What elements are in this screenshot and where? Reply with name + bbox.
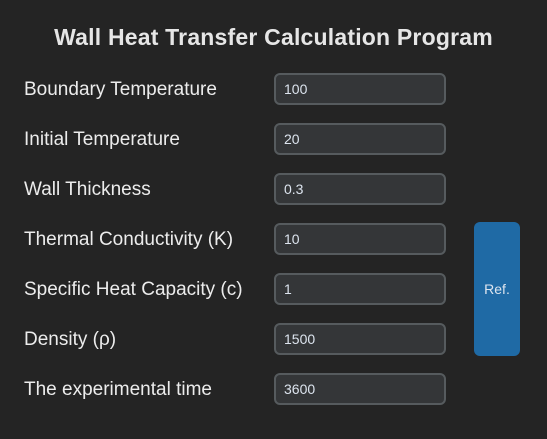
density-label: Density (ρ): [24, 329, 117, 350]
specific-heat-capacity-label: Specific Heat Capacity (c): [24, 279, 243, 300]
thermal-conductivity-input[interactable]: [274, 223, 446, 255]
wall-thickness-input[interactable]: [274, 173, 446, 205]
ref-button[interactable]: Ref.: [474, 222, 520, 356]
specific-heat-capacity-input[interactable]: [274, 273, 446, 305]
thermal-conductivity-label: Thermal Conductivity (K): [24, 229, 234, 250]
wall-thickness-label: Wall Thickness: [24, 179, 151, 200]
boundary-temperature-row: Boundary Temperature: [0, 73, 470, 107]
boundary-temperature-label: Boundary Temperature: [24, 79, 217, 100]
initial-temperature-label: Initial Temperature: [24, 129, 180, 150]
density-row: Density (ρ): [0, 323, 470, 357]
app-title: Wall Heat Transfer Calculation Program: [54, 24, 493, 50]
experimental-time-row: The experimental time: [0, 373, 470, 407]
boundary-temperature-input[interactable]: [274, 73, 446, 105]
density-input[interactable]: [274, 323, 446, 355]
thermal-conductivity-row: Thermal Conductivity (K): [0, 223, 470, 257]
initial-temperature-input[interactable]: [274, 123, 446, 155]
specific-heat-capacity-row: Specific Heat Capacity (c): [0, 273, 470, 307]
wall-thickness-row: Wall Thickness: [0, 173, 470, 207]
experimental-time-input[interactable]: [274, 373, 446, 405]
initial-temperature-row: Initial Temperature: [0, 123, 470, 157]
experimental-time-label: The experimental time: [24, 379, 212, 400]
